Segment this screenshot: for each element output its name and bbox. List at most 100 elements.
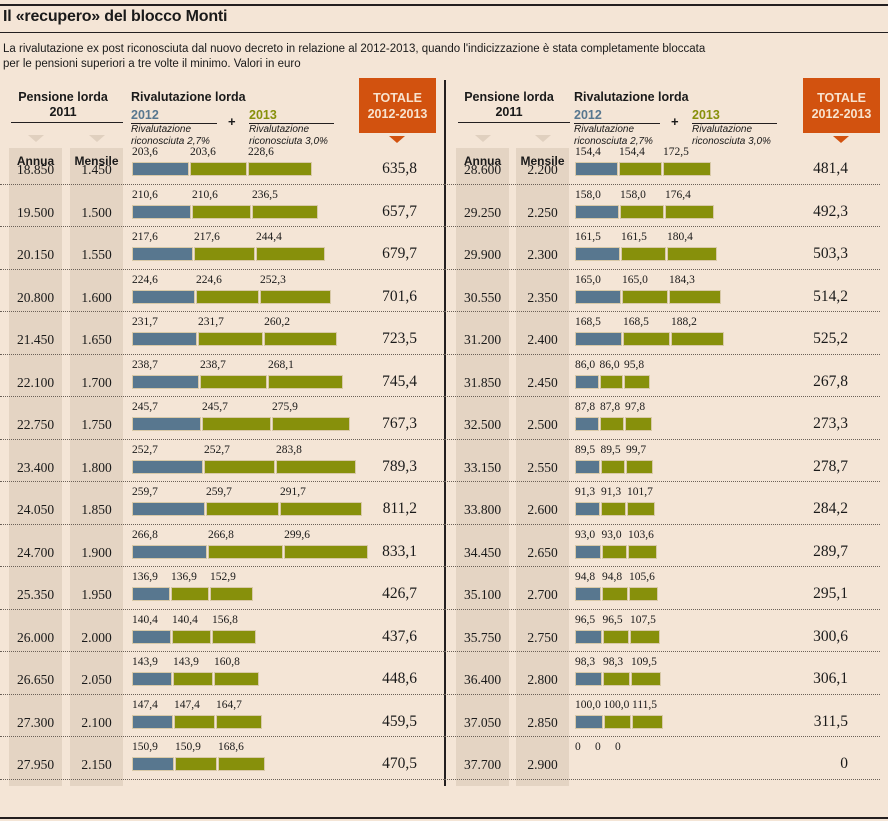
label-2013-carryover: 210,6 — [192, 188, 218, 201]
totale-header-line2: 2012-2013 — [811, 107, 872, 121]
annua-value: 36.400 — [463, 672, 502, 687]
bar-2012 — [132, 672, 172, 686]
label-2013-carryover: 154,4 — [619, 146, 645, 158]
label-2012: 96,5 — [575, 613, 596, 626]
table-row: 18.850 1.450 203,6 203,6 228,6 635,8 — [0, 142, 444, 185]
bar-2013-carryover — [175, 757, 217, 771]
label-2013-carryover: 231,7 — [198, 316, 224, 328]
label-2012: 150,9 — [132, 741, 158, 753]
row-separator — [0, 311, 444, 312]
bar-2012 — [575, 587, 602, 601]
mensile-value: 2.750 — [527, 629, 558, 645]
row-separator — [444, 523, 880, 525]
label-2013-carryover: 143,9 — [173, 656, 199, 668]
label-2013: 0 — [615, 741, 621, 753]
annua-column-bg — [456, 148, 509, 786]
rate-2012-note: Rivalutazione riconosciuta 2,7% — [574, 124, 653, 148]
bar-2012 — [575, 714, 603, 729]
mensile-value: 2.700 — [527, 587, 558, 602]
pensione-header-line2: 2011 — [495, 105, 523, 119]
label-2012: 158,0 — [575, 188, 601, 201]
table-row: 25.350 1.950 136,9 136,9 152,9 426,7 — [0, 567, 444, 610]
label-2013: 107,5 — [630, 613, 656, 626]
table-row: 35.100 2.700 94,8 94,8 105,6 295,1 — [444, 567, 880, 610]
annua-value: 37.700 — [463, 757, 502, 772]
mensile-value: 2.800 — [527, 672, 558, 687]
rate-2013-note: Rivalutazione riconosciuta 3,0% — [249, 124, 328, 148]
label-2013: 160,8 — [214, 656, 240, 668]
mensile-value: 1.450 — [81, 162, 112, 177]
mensile-value: 2.600 — [527, 502, 558, 517]
bar-2013 — [665, 204, 715, 219]
bar-2013 — [624, 374, 651, 389]
bar-2012 — [132, 247, 194, 261]
bar-2013 — [626, 459, 654, 474]
row-separator — [444, 693, 880, 695]
row-separator — [444, 736, 880, 737]
label-2013: 299,6 — [284, 528, 310, 541]
year-2012-rule — [131, 123, 217, 124]
bar-2013 — [272, 417, 350, 431]
totale-value: 481,4 — [813, 160, 848, 177]
mensile-value: 1.950 — [81, 587, 112, 602]
label-2012: 87,8 — [575, 401, 596, 413]
annua-value: 29.900 — [463, 247, 502, 262]
bar-2013 — [216, 714, 262, 729]
label-2013: 268,1 — [268, 358, 294, 371]
bar-2013-carryover — [602, 629, 629, 644]
mensile-value: 1.900 — [81, 544, 112, 560]
row-separator — [0, 268, 444, 270]
mensile-value: 2.200 — [527, 162, 558, 177]
bar-2012 — [575, 247, 621, 261]
bar-2013-carryover — [603, 672, 630, 686]
annua-value: 20.150 — [16, 247, 55, 262]
table-row: 24.700 1.900 266,8 266,8 299,6 833,1 — [0, 525, 444, 567]
year-2012-label: 2012 — [131, 108, 159, 122]
totale-value: 503,3 — [813, 245, 848, 262]
annua-value: 32.500 — [463, 417, 502, 432]
annua-value: 25.350 — [16, 587, 55, 602]
bar-2012 — [132, 757, 174, 771]
annua-header: Annua — [16, 154, 55, 168]
label-2013: 184,3 — [669, 273, 695, 286]
totale-value: 789,3 — [382, 457, 417, 475]
label-2012: 154,4 — [575, 146, 601, 158]
bar-2013 — [214, 672, 259, 686]
table-row: 23.400 1.800 252,7 252,7 283,8 789,3 — [0, 440, 444, 482]
totale-value: 267,8 — [813, 372, 848, 390]
totale-value: 701,6 — [382, 287, 417, 305]
label-2013: 101,7 — [627, 486, 653, 498]
pensione-header: Pensione lorda 2011 — [450, 90, 568, 120]
panel-divider — [444, 80, 446, 786]
label-2013-carryover: 217,6 — [194, 231, 220, 243]
bar-2012 — [132, 587, 171, 601]
totale-value: 295,1 — [813, 585, 848, 602]
bar-2013 — [268, 374, 344, 389]
label-2013-carryover: 93,0 — [601, 528, 622, 541]
mensile-value: 2.400 — [527, 332, 558, 347]
chart-title: Il «recupero» del blocco Monti — [3, 8, 228, 25]
mensile-value: 2.550 — [527, 459, 558, 475]
label-2013-carryover: 165,0 — [622, 273, 648, 286]
rate-2013-line1: Rivalutazione — [692, 124, 753, 135]
label-2013-carryover: 158,0 — [620, 188, 646, 201]
bar-2013-carryover — [190, 162, 248, 176]
label-2012: 89,5 — [575, 443, 596, 456]
rate-2012-line1: Rivalutazione — [574, 124, 635, 135]
label-2012: 147,4 — [132, 698, 158, 711]
bar-2012 — [132, 374, 200, 389]
rate-2012-line1: Rivalutazione — [131, 124, 192, 135]
mensile-value: 1.750 — [81, 417, 112, 432]
table-row: 21.450 1.650 231,7 231,7 260,2 723,5 — [0, 312, 444, 355]
bar-2012 — [575, 629, 602, 644]
totale-value: 306,1 — [813, 670, 848, 687]
label-2012: 91,3 — [575, 486, 596, 498]
label-2013: 252,3 — [260, 273, 286, 286]
chart-subtitle: La rivalutazione ex post riconosciuta da… — [3, 42, 763, 72]
bar-2012 — [132, 544, 208, 559]
label-2013: 260,2 — [264, 316, 290, 328]
label-2012: 94,8 — [575, 571, 596, 583]
label-2013: 180,4 — [667, 231, 693, 243]
label-2013-carryover: 89,5 — [600, 443, 621, 456]
annua-value: 24.050 — [16, 502, 55, 517]
